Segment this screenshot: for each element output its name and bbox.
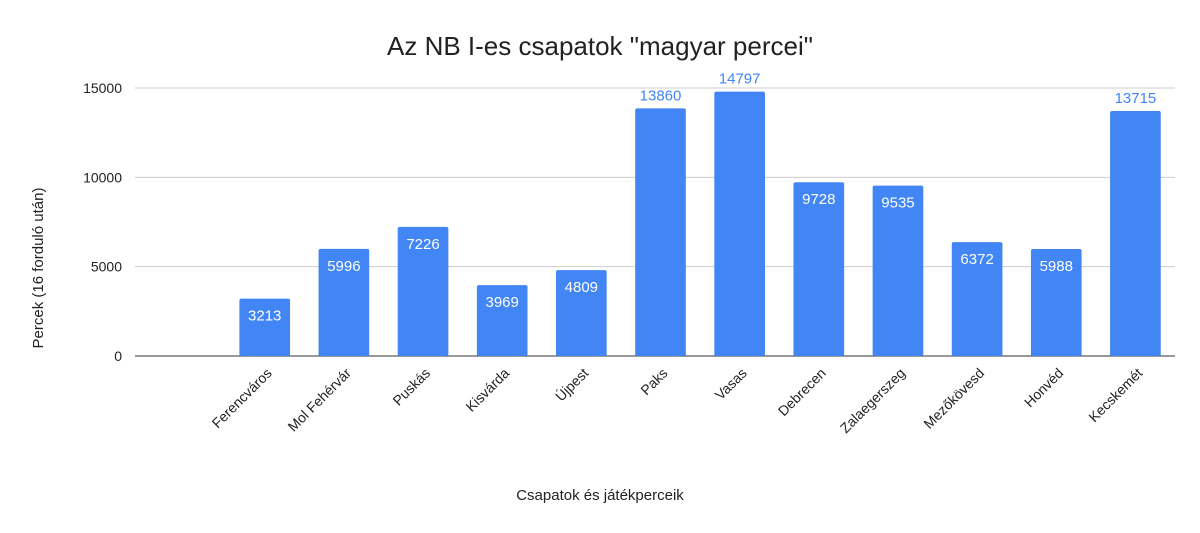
bar <box>951 242 1003 356</box>
y-tick-label: 0 <box>114 348 122 364</box>
chart-title: Az NB I-es csapatok "magyar percei" <box>387 31 813 61</box>
x-tick-label: Puskás <box>389 365 433 409</box>
y-tick-label: 10000 <box>83 169 122 185</box>
bar <box>714 91 765 357</box>
value-label: 3969 <box>486 294 519 311</box>
bar <box>635 108 686 356</box>
x-tick-label: Vasas <box>712 365 750 403</box>
bar <box>1110 110 1161 356</box>
value-label: 6372 <box>960 251 993 268</box>
bar <box>793 182 845 356</box>
x-tick-label: Mol Fehérvár <box>284 365 354 435</box>
bar <box>556 270 607 356</box>
value-label: 13860 <box>640 87 682 104</box>
x-tick-label: Paks <box>637 365 670 398</box>
x-tick-label: Kisvárda <box>462 365 512 415</box>
x-tick-label: Ferencváros <box>209 365 275 431</box>
x-tick-label: Debrecen <box>775 365 829 419</box>
value-label: 13715 <box>1115 90 1157 107</box>
bar <box>1030 249 1082 356</box>
bar <box>872 185 924 356</box>
x-tick-label: Kecskemét <box>1085 365 1145 425</box>
value-label: 4809 <box>565 279 598 296</box>
bar <box>397 226 449 356</box>
x-axis-title: Csapatok és játékperceik <box>516 487 684 504</box>
value-label: 7226 <box>406 236 439 253</box>
value-label: 9535 <box>881 195 914 212</box>
bar <box>318 248 370 356</box>
y-tick-label: 5000 <box>91 259 122 275</box>
x-tick-label: Honvéd <box>1021 365 1066 410</box>
y-axis-title: Percek (16 forduló után) <box>30 188 47 349</box>
x-tick-label: Mezőkövesd <box>920 365 987 432</box>
bar <box>239 298 291 356</box>
value-label: 14797 <box>719 71 761 88</box>
value-label: 9728 <box>802 191 835 208</box>
bar <box>476 285 528 356</box>
x-tick-label: Újpest <box>552 365 591 404</box>
y-tick-label: 15000 <box>83 80 122 96</box>
x-tick-label: Zalaegerszeg <box>837 365 908 436</box>
value-label: 5988 <box>1040 258 1073 275</box>
value-label: 3213 <box>248 308 281 325</box>
value-label: 5996 <box>327 258 360 275</box>
